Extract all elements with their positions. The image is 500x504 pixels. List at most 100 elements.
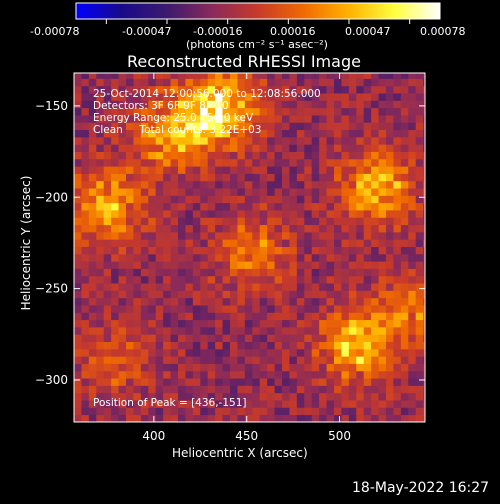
heatmap-cell [415,297,424,306]
heatmap-cell [311,297,320,306]
heatmap-cell [341,85,350,94]
heatmap-cell [274,107,283,116]
heatmap-cell [326,305,335,313]
heatmap-cell [386,334,394,342]
colorbar-tick-label: 0.00078 [420,25,466,38]
heatmap-cell [170,85,179,94]
heatmap-cell [252,202,261,211]
heatmap-cell [192,319,201,328]
heatmap-cell [289,363,298,372]
heatmap-cell [423,312,425,321]
heatmap-cell [282,378,290,386]
heatmap-cell [111,173,119,182]
heatmap-cell [311,261,320,269]
heatmap-cell [81,290,90,299]
heatmap-cell [415,202,424,211]
heatmap-cell [386,78,394,87]
heatmap-cell [200,210,209,218]
heatmap-cell [282,334,290,342]
heatmap-cell [259,136,268,145]
heatmap-cell [207,363,216,372]
heatmap-cell [118,129,127,138]
heatmap-cell [207,297,216,306]
heatmap-cell [341,217,350,226]
colorbar-tick-label: 0.00016 [270,25,316,38]
heatmap-cell [185,297,194,306]
heatmap-cell [304,180,313,189]
heatmap-cell [341,341,350,350]
heatmap-cell [237,363,246,372]
heatmap-cell [81,188,90,196]
heatmap-cell [326,319,335,328]
heatmap-cell [319,188,327,196]
heatmap-cell [400,188,409,196]
heatmap-cell [304,363,313,372]
heatmap-cell [170,151,179,160]
heatmap-cell [215,305,223,313]
heatmap-cell [155,385,164,394]
heatmap-cell [230,319,238,328]
heatmap-cell [207,392,216,401]
heatmap-cell [259,151,268,160]
heatmap-cell [81,93,90,101]
heatmap-cell [311,268,320,277]
heatmap-cell [118,136,127,145]
heatmap-cell [408,107,417,116]
heatmap-cell [363,385,372,394]
heatmap-cell [378,151,387,160]
heatmap-cell [311,283,320,291]
heatmap-cell [296,93,305,101]
heatmap-cell [393,268,402,277]
heatmap-cell [222,239,231,247]
heatmap-cell [289,78,298,87]
heatmap-cell [274,100,283,109]
heatmap-cell [252,107,261,116]
heatmap-cell [222,283,231,291]
heatmap-cell [311,93,320,101]
heatmap-cell [326,231,335,240]
heatmap-cell [200,261,209,269]
heatmap-cell [408,100,417,109]
heatmap-cell [356,400,365,408]
heatmap-cell [222,78,231,87]
heatmap-cell [423,275,425,284]
heatmap-cell [148,151,157,160]
heatmap-cell [386,202,394,211]
heatmap-cell [126,326,134,335]
heatmap-cell [267,166,275,174]
heatmap-cell [88,370,97,379]
heatmap-cell [259,392,268,401]
heatmap-cell [133,305,142,313]
heatmap-cell [393,385,402,394]
heatmap-cell [371,202,379,211]
heatmap-cell [118,407,127,416]
heatmap-cell [178,217,186,226]
heatmap-cell [252,261,261,269]
heatmap-cell [111,195,119,204]
heatmap-cell [282,173,290,182]
heatmap-cell [192,129,201,138]
heatmap-cell [267,305,275,313]
heatmap-cell [356,385,365,394]
heatmap-cell [259,239,268,247]
heatmap-cell [267,173,275,182]
heatmap-cell [311,122,320,131]
heatmap-cell [96,85,105,94]
heatmap-cell [304,407,313,416]
heatmap-cell [155,348,164,357]
heatmap-cell [393,363,402,372]
heatmap-cell [192,122,201,131]
heatmap-cell [155,78,164,87]
heatmap-cell [386,400,394,408]
heatmap-cell [148,326,157,335]
heatmap-cell [400,93,409,101]
heatmap-cell [356,129,365,138]
heatmap-cell [185,407,194,416]
heatmap-cell [244,378,253,386]
heatmap-cell [111,115,119,123]
heatmap-cell [296,348,305,357]
heatmap-cell [230,100,238,109]
heatmap-cell [111,378,119,386]
heatmap-cell [155,305,164,313]
heatmap-cell [393,275,402,284]
